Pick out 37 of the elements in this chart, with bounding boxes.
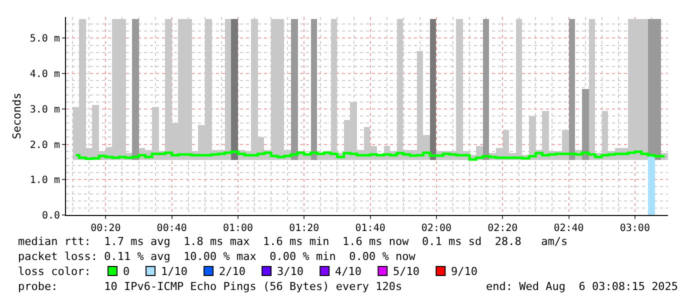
legend-label: 2/10 — [219, 265, 246, 278]
x-tick-label: 01:20 — [289, 223, 320, 234]
x-tick-label: 02:40 — [554, 223, 584, 234]
legend-label: 1/10 — [161, 265, 188, 278]
legend-title: loss color: — [18, 265, 91, 278]
x-tick-label: 01:40 — [355, 223, 386, 234]
x-tick-label: 00:40 — [156, 223, 187, 234]
text: probe: 10 IPv6-ICMP Echo Pings (56 Bytes) every 120s — [18, 280, 402, 293]
x-tick-label: 03:00 — [620, 223, 650, 234]
y-tick-label: 1.0 m — [30, 175, 60, 186]
bar — [231, 19, 238, 160]
legend-label: 9/10 — [451, 265, 478, 278]
x-tick-label: 00:20 — [90, 223, 121, 234]
bar — [311, 19, 317, 160]
legend-label: 4/10 — [335, 265, 362, 278]
y-tick-label: 0.0 — [42, 210, 60, 222]
y-tick-label: 2.0 m — [30, 140, 60, 151]
bar — [582, 89, 589, 160]
bar — [291, 19, 298, 160]
y-tick-label: 5.0 m — [30, 34, 60, 45]
legend-label: 3/10 — [277, 265, 304, 278]
bar — [132, 19, 139, 160]
y-tick-label: 4.0 m — [30, 69, 60, 80]
legend-label: 0 — [123, 265, 130, 278]
x-tick-label: 02:00 — [421, 223, 452, 234]
text: end: Wed Aug 6 03:08:15 2025 — [486, 280, 678, 293]
y-tick-label: 3.0 m — [30, 104, 60, 116]
x-tick-label: 01:00 — [222, 223, 254, 234]
text: packet loss: 0.11 % avg 10.00 % max 0.00 % min 0.00 % now — [18, 250, 416, 263]
x-tick-label: 02:20 — [488, 223, 518, 234]
bar — [569, 19, 575, 160]
legend-label: 5/10 — [393, 265, 420, 278]
bar — [648, 156, 655, 215]
y-axis-title: Seconds — [10, 92, 24, 140]
text: median rtt: 1.7 ms avg 1.8 ms max 1.6 ms min 1.6 ms now 0.1 ms sd 28.8 am/s — [18, 235, 568, 248]
bar — [483, 19, 489, 160]
bar — [430, 19, 436, 160]
